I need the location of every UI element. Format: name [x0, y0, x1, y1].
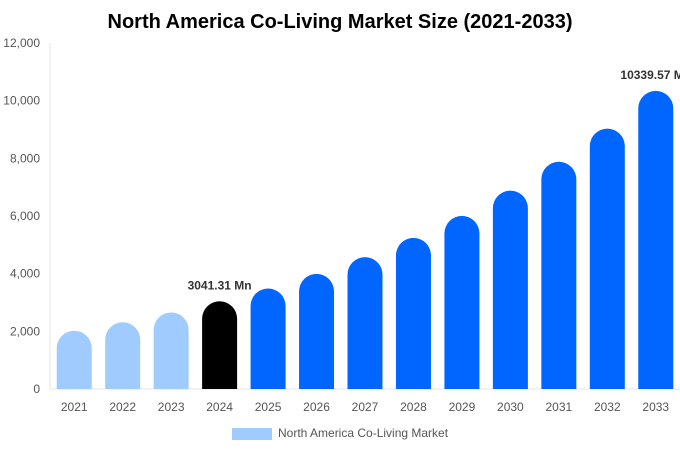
- x-tick-label: 2029: [449, 400, 476, 414]
- y-tick-label: 0: [33, 382, 40, 396]
- bar-2022[interactable]: [105, 322, 141, 389]
- data-label-2024: 3041.31 Mn: [188, 278, 252, 292]
- x-tick-label: 2033: [642, 400, 669, 414]
- bar-2027[interactable]: [347, 257, 383, 389]
- y-tick-label: 6,000: [10, 209, 40, 223]
- x-tick-label: 2026: [303, 400, 330, 414]
- legend-swatch: [232, 428, 272, 440]
- x-tick-label: 2022: [109, 400, 136, 414]
- x-tick-label: 2031: [545, 400, 572, 414]
- y-axis: 0 2,000 4,000 6,000 8,000 10,000 12,000: [3, 36, 680, 396]
- y-tick-label: 8,000: [10, 151, 40, 165]
- x-tick-label: 2023: [158, 400, 185, 414]
- x-tick-label: 2021: [61, 400, 88, 414]
- bar-2033[interactable]: [638, 90, 674, 390]
- x-tick-label: 2032: [594, 400, 621, 414]
- x-tick-label: 2028: [400, 400, 427, 414]
- y-tick-label: 10,000: [3, 94, 40, 108]
- bar-2021[interactable]: [56, 330, 92, 389]
- bar-2023[interactable]: [153, 312, 189, 389]
- y-tick-label: 4,000: [10, 267, 40, 281]
- chart-title: North America Co-Living Market Size (202…: [108, 11, 573, 33]
- data-label-2033: 10339.57 Mn: [620, 68, 680, 82]
- x-axis: 2021 2022 2023 2024 2025 2026 2027 2028 2029 2030…: [61, 400, 670, 414]
- legend[interactable]: North America Co-Living Market: [232, 426, 449, 440]
- bar-2026[interactable]: [299, 273, 335, 389]
- bar-2031[interactable]: [541, 161, 577, 389]
- data-labels: 3041.31 Mn 10339.57 Mn: [188, 68, 680, 292]
- legend-label: North America Co-Living Market: [278, 426, 449, 440]
- bar-2024[interactable]: [202, 301, 238, 389]
- x-tick-label: 2025: [255, 400, 282, 414]
- bars: [56, 90, 674, 390]
- x-tick-label: 2024: [206, 400, 233, 414]
- y-tick-label: 12,000: [3, 36, 40, 50]
- x-tick-label: 2030: [497, 400, 524, 414]
- bar-2030[interactable]: [492, 190, 528, 389]
- x-tick-label: 2027: [352, 400, 379, 414]
- bar-2029[interactable]: [444, 215, 480, 389]
- bar-2025[interactable]: [250, 288, 286, 389]
- y-tick-label: 2,000: [10, 324, 40, 338]
- bar-2028[interactable]: [395, 237, 431, 389]
- bar-2032[interactable]: [589, 128, 625, 389]
